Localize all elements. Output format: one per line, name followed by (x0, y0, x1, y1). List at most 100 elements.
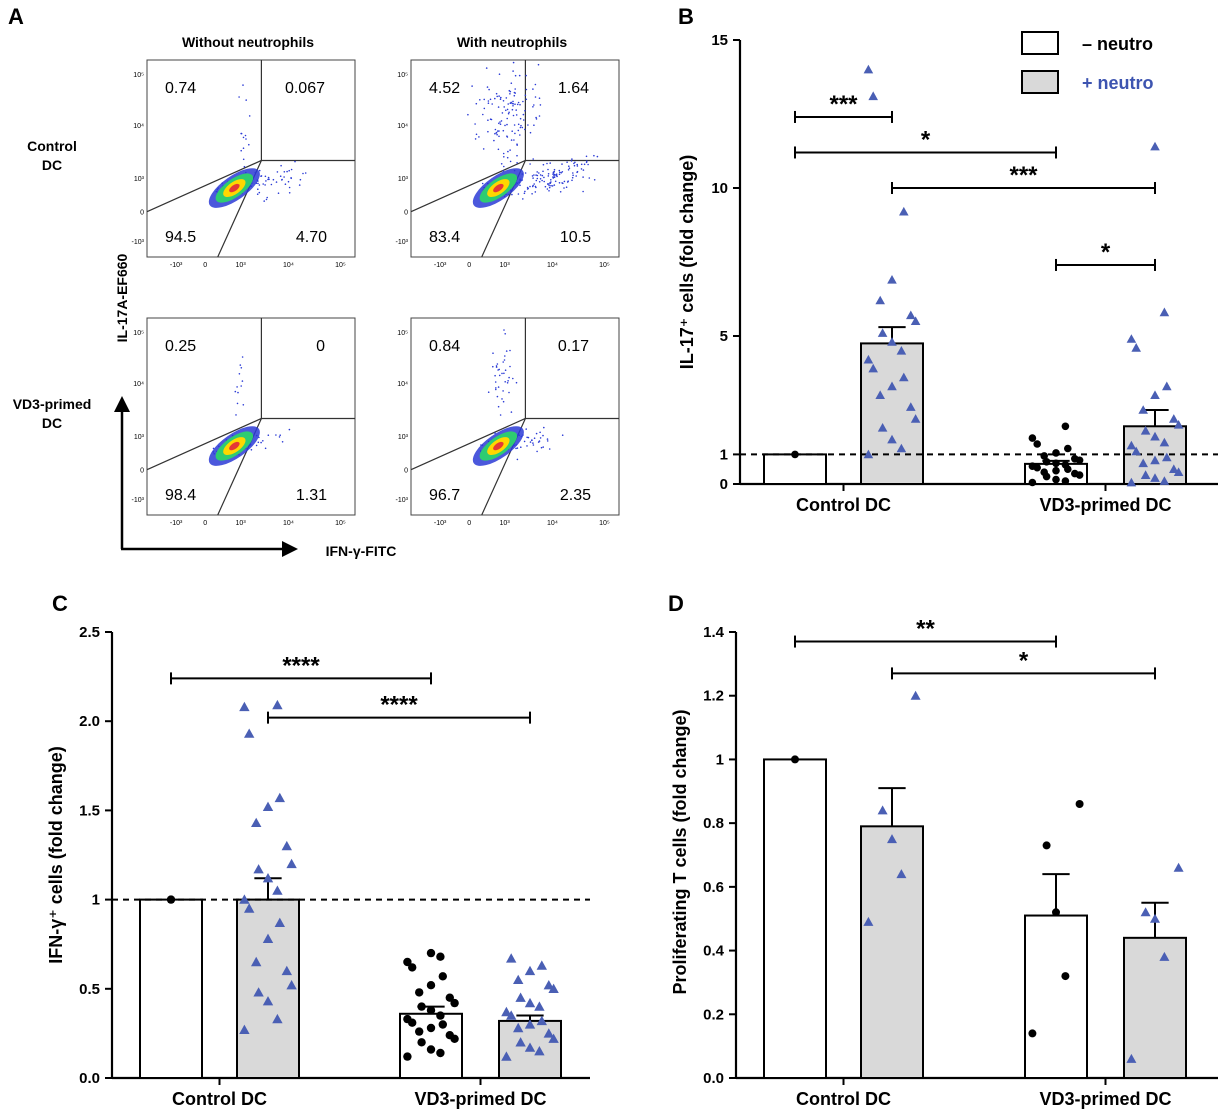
flow-y-tick: 0 (140, 468, 144, 475)
event-dot (561, 171, 564, 173)
event-dot (272, 178, 275, 181)
bar-minus-neutro-control (763, 453, 827, 485)
legend-label-plus-neutro: + neutro (1082, 73, 1154, 93)
event-dot (553, 170, 555, 173)
event-dot (516, 458, 519, 461)
event-dot (509, 149, 511, 151)
event-dot (535, 432, 538, 435)
quadrant-lower-right: 10.5 (560, 229, 591, 246)
event-dot (520, 124, 522, 127)
event-dot (559, 191, 562, 193)
density-ring-peak (493, 441, 504, 451)
data-point-circle (1033, 440, 1041, 448)
event-dot (552, 176, 554, 178)
data-point-triangle (1140, 907, 1151, 917)
data-point-circle (1040, 452, 1048, 460)
event-dot (514, 74, 517, 77)
data-point-triangle (244, 903, 255, 913)
event-dot (257, 182, 259, 185)
event-dot (494, 374, 496, 377)
event-dot (549, 162, 551, 164)
event-dot (568, 165, 570, 167)
event-dot (583, 163, 586, 166)
event-dot (517, 129, 520, 132)
data-point-triangle (286, 858, 297, 869)
event-dot (532, 106, 534, 108)
x-tick-label: Control DC (796, 495, 891, 515)
data-point-circle (1071, 455, 1079, 463)
event-dot (529, 185, 531, 188)
flow-y-tick: 10⁴ (133, 381, 144, 388)
event-dot (513, 124, 516, 126)
event-dot (467, 113, 469, 116)
flow-y-tick: 10⁵ (133, 330, 144, 337)
quadrant-upper-left: 0.74 (165, 80, 196, 97)
event-dot (548, 184, 550, 187)
event-dot (264, 184, 266, 186)
event-dot (240, 149, 242, 152)
panel-c-chart: 0.0 0.5 1 1.5 2.0 2.5 Control DC VD3-primed DC *… (79, 624, 590, 1109)
event-dot (277, 192, 280, 194)
event-dot (515, 381, 518, 384)
row-header-vd3-line1: VD3-primed (13, 396, 92, 412)
event-dot (515, 114, 518, 116)
y-tick-label: 2.0 (79, 713, 100, 730)
event-dot (529, 131, 532, 134)
event-dot (502, 170, 505, 172)
event-dot (582, 169, 585, 171)
event-dot (556, 175, 558, 178)
x-tick-label: VD3-primed DC (1039, 495, 1171, 515)
flow-x-tick: 10⁴ (547, 520, 558, 527)
data-point-triangle (887, 434, 897, 444)
event-dot (525, 88, 528, 91)
event-dot (499, 98, 502, 100)
density-core (472, 426, 524, 466)
event-dot (288, 428, 291, 431)
event-dot (561, 434, 564, 437)
event-dot (288, 192, 291, 194)
event-dot (580, 163, 583, 166)
data-point-triangle (868, 363, 878, 373)
data-point-circle (438, 972, 447, 981)
event-dot (503, 359, 506, 361)
event-dot (553, 168, 556, 171)
event-dot (235, 414, 237, 416)
event-dot (280, 164, 282, 167)
flow-y-tick: 10³ (134, 434, 145, 441)
data-point-triangle (515, 1037, 526, 1047)
event-dot (526, 436, 528, 439)
event-dot (500, 96, 502, 99)
event-dot (508, 376, 510, 379)
data-point-triangle (1169, 414, 1179, 423)
data-point-circle (438, 1020, 447, 1029)
y-axis-arrowhead (114, 396, 130, 412)
data-point-circle (417, 1038, 426, 1047)
event-dot (507, 103, 510, 105)
data-point-circle (1061, 972, 1070, 981)
event-dot (546, 438, 549, 440)
event-dot (512, 61, 515, 64)
y-tick-label: 0.4 (703, 943, 725, 960)
data-point-triangle (281, 840, 292, 851)
event-dot (511, 130, 513, 132)
event-dot (286, 170, 288, 173)
event-dot (558, 169, 561, 172)
significance-label: * (1101, 239, 1111, 266)
event-dot (539, 431, 541, 434)
density-core (472, 168, 524, 208)
event-dot (500, 163, 503, 165)
event-dot (275, 434, 277, 436)
event-dot (515, 109, 517, 111)
event-dot (571, 179, 573, 182)
event-dot (553, 174, 555, 177)
event-dot (529, 441, 532, 443)
event-dot (531, 175, 534, 177)
event-dot (520, 446, 522, 449)
event-dot (509, 349, 511, 352)
event-dot (533, 124, 535, 126)
event-dot (532, 177, 534, 179)
event-dot (531, 439, 533, 441)
data-point-circle (415, 988, 424, 997)
data-point-triangle (863, 916, 874, 926)
event-dot (532, 444, 535, 446)
